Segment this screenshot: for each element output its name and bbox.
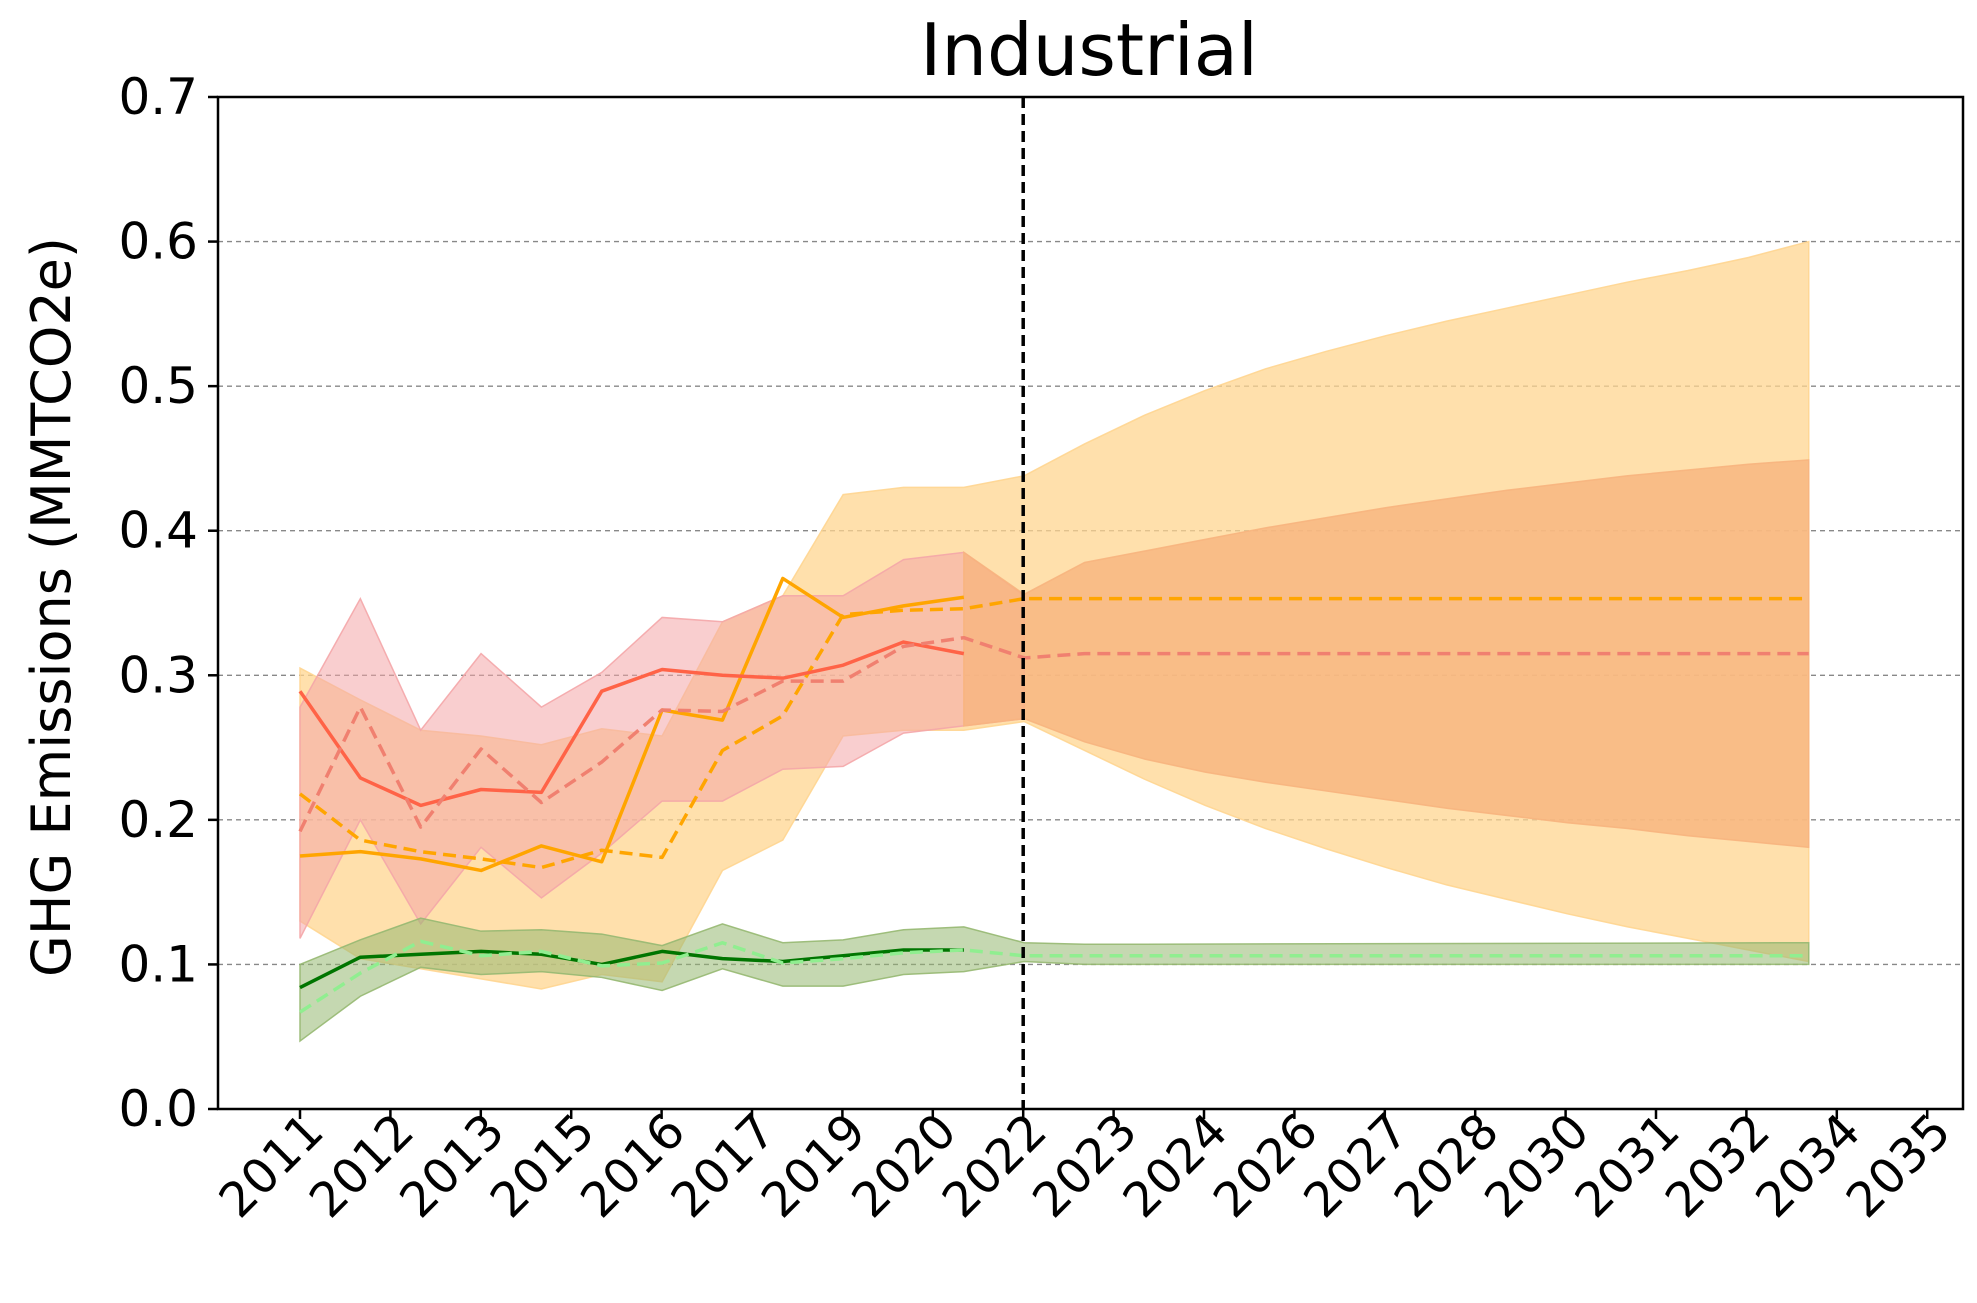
series-line-2-solid — [298, 640, 965, 808]
x-tick-label-3: 2015 — [480, 1103, 606, 1229]
y-axis-ticks: 0.0 0.1 0.2 0.3 0.4 0.5 0.6 0.7 — [118, 68, 218, 1138]
x-tick-label-10: 2024 — [1113, 1103, 1239, 1229]
x-tick-label-12: 2027 — [1293, 1103, 1419, 1229]
x-tick-label-8: 2022 — [932, 1103, 1058, 1229]
x-tick-label-14: 2030 — [1474, 1103, 1600, 1229]
x-tick-label-15: 2031 — [1565, 1103, 1691, 1229]
series-line-3-dashed — [298, 635, 1809, 833]
band-3 — [299, 917, 1810, 1043]
y-tick-label-6: 0.6 — [118, 213, 198, 271]
x-tick-label-16: 2032 — [1655, 1103, 1781, 1229]
x-tick-label-5: 2017 — [661, 1103, 787, 1229]
chart-title: Industrial — [920, 8, 1258, 92]
plot-frame — [216, 95, 1965, 1111]
x-tick-label-0: 2011 — [209, 1103, 335, 1229]
y-tick-label-0: 0.0 — [118, 1080, 198, 1138]
x-axis-ticks: 2011201220132015201620172019202020222023… — [209, 1103, 1962, 1229]
x-tick-label-17: 2034 — [1745, 1103, 1871, 1229]
x-tick-label-2: 2013 — [389, 1103, 515, 1229]
y-tick-label-1: 0.1 — [118, 935, 198, 993]
data-series — [298, 576, 1809, 1014]
x-tick-label-7: 2020 — [841, 1103, 967, 1229]
y-tick-label-2: 0.2 — [118, 791, 198, 849]
series-line-1-dashed — [298, 596, 1809, 870]
y-tick-label-3: 0.3 — [118, 646, 198, 704]
y-axis-label: GHG Emissions (MMTCO2e) — [20, 237, 83, 977]
x-tick-label-11: 2026 — [1203, 1103, 1329, 1229]
series-line-4-solid — [299, 948, 964, 990]
y-tick-label-7: 0.7 — [118, 68, 198, 126]
x-tick-label-4: 2016 — [570, 1103, 696, 1229]
x-tick-label-18: 2035 — [1836, 1103, 1962, 1229]
y-tick-label-4: 0.4 — [118, 502, 198, 560]
x-tick-label-9: 2023 — [1022, 1103, 1148, 1229]
series-line-5-dashed — [299, 939, 1809, 1014]
x-tick-label-6: 2019 — [751, 1103, 877, 1229]
x-tick-label-1: 2012 — [299, 1103, 425, 1229]
y-tick-label-5: 0.5 — [118, 357, 198, 415]
x-tick-label-13: 2028 — [1384, 1103, 1510, 1229]
uncertainty-bands — [299, 240, 1810, 1043]
